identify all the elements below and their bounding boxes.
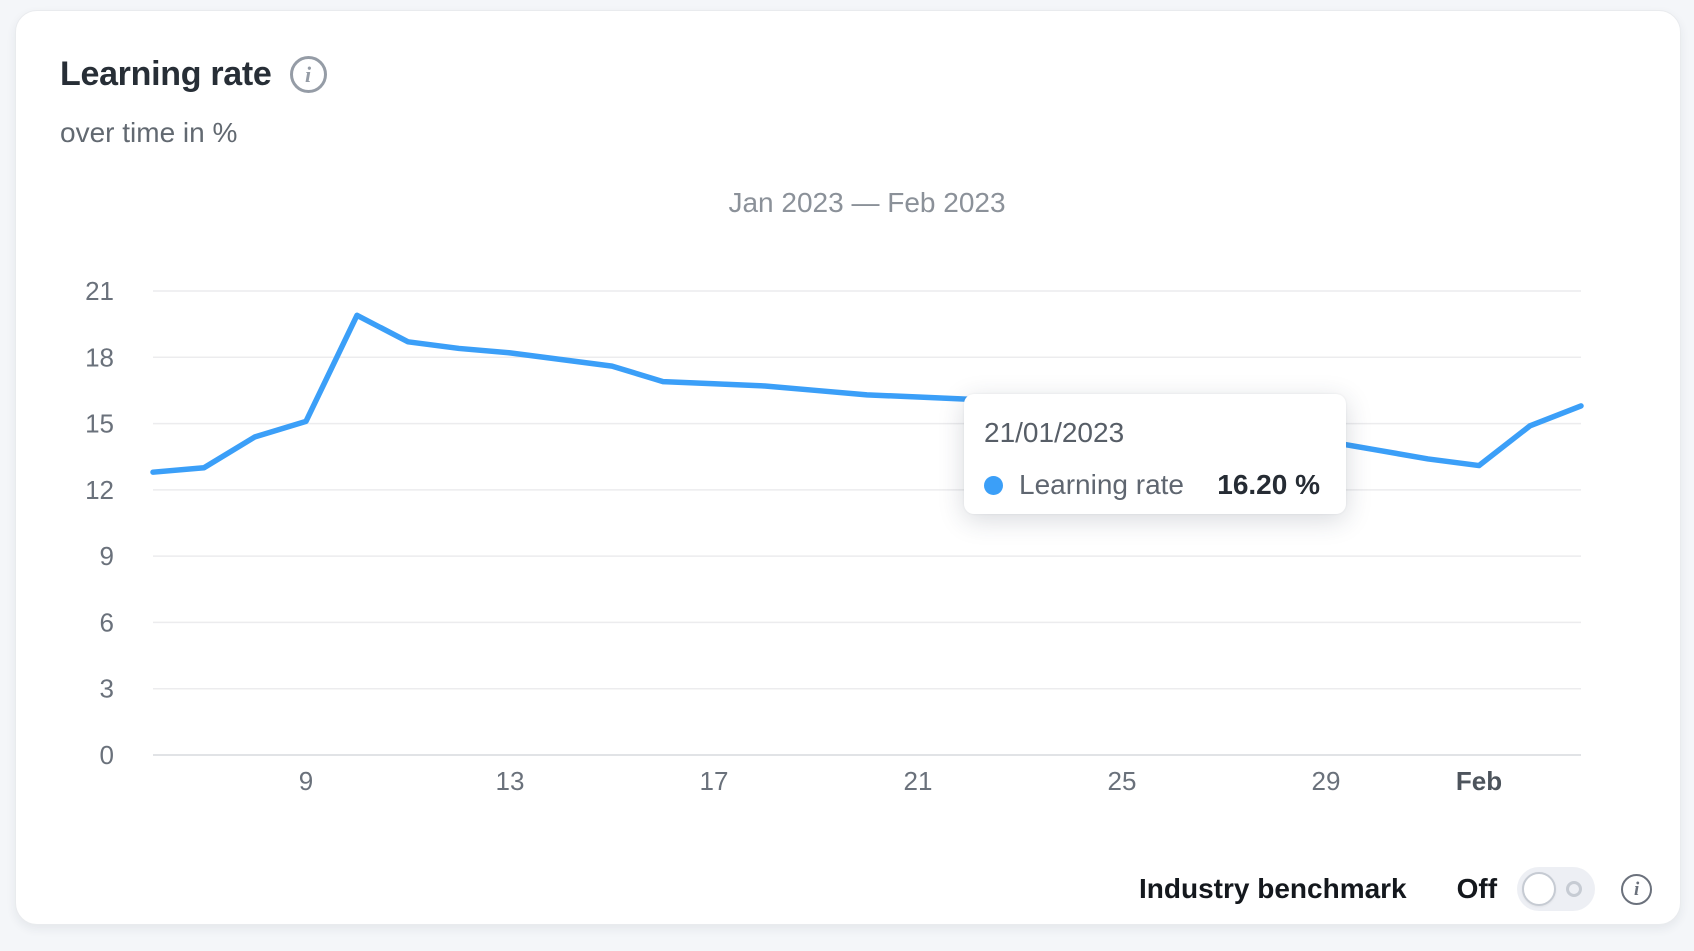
learning-rate-chart-canvas: 0 3 6 9 12 15 18 21 9 13 17 21 25 29 Feb: [85, 276, 1584, 796]
series-dot-icon: [984, 475, 1003, 495]
tooltip-date: 21/01/2023: [984, 417, 1125, 448]
industry-benchmark-control: Industry benchmark Off i: [1139, 865, 1653, 913]
page-title: Learning rate: [60, 55, 272, 93]
toggle-knob-icon: [1522, 872, 1557, 906]
y-tick-label: 6: [100, 607, 114, 637]
card-header: Learning rate i: [60, 55, 327, 94]
benchmark-label: Industry benchmark: [1139, 873, 1407, 904]
y-tick-label: 0: [100, 740, 114, 770]
x-tick-label: 25: [1108, 766, 1137, 796]
x-tick-label: Feb: [1456, 766, 1502, 796]
y-tick-label: 18: [85, 342, 114, 372]
toggle-on-position-icon: [1566, 881, 1583, 897]
y-tick-label: 21: [85, 276, 114, 306]
y-tick-label: 15: [85, 409, 114, 439]
title-info-icon[interactable]: i: [289, 56, 327, 93]
learning-rate-card: Learning rate i over time in % Jan 2023 …: [15, 10, 1681, 925]
card-subtitle: over time in %: [60, 117, 238, 148]
y-tick-label: 3: [100, 674, 114, 704]
chart-tooltip: 21/01/2023 Learning rate 16.20 %: [964, 394, 1346, 514]
tooltip-series-value: 16.20 %: [1217, 469, 1320, 500]
y-tick-label: 9: [100, 541, 114, 571]
benchmark-info-icon[interactable]: i: [1621, 873, 1653, 905]
x-tick-label: 17: [700, 766, 729, 796]
x-tick-label: 9: [299, 766, 313, 796]
benchmark-state-label: Off: [1456, 873, 1498, 904]
tooltip-series-row: Learning rate 16.20 %: [984, 469, 1320, 501]
y-tick-label: 12: [85, 475, 114, 505]
chart-period-title: Jan 2023 — Feb 2023: [728, 187, 1006, 218]
learning-rate-line: [150, 312, 1584, 475]
x-tick-label: 21: [904, 766, 933, 796]
benchmark-toggle[interactable]: [1517, 867, 1596, 911]
tooltip-series-label: Learning rate: [1019, 469, 1185, 500]
x-tick-label: 13: [496, 766, 525, 796]
x-tick-label: 29: [1312, 766, 1341, 796]
